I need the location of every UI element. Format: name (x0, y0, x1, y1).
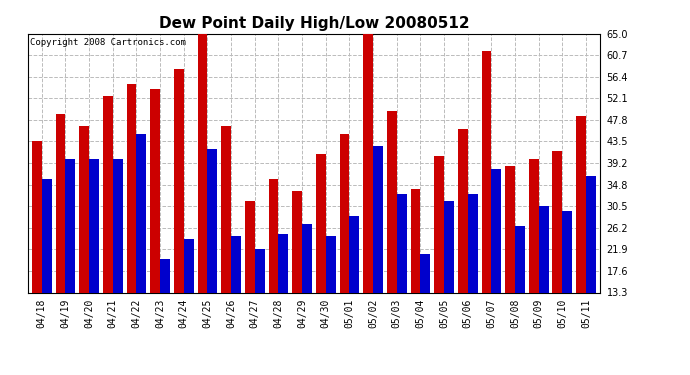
Bar (55, 114, 66, 359)
Bar (387, 111, 397, 359)
Bar (184, 239, 194, 359)
Bar (197, 34, 208, 359)
Bar (112, 159, 123, 359)
Bar (326, 237, 336, 359)
Bar (208, 149, 217, 359)
Bar (255, 249, 265, 359)
Bar (279, 234, 288, 359)
Text: Copyright 2008 Cartronics.com: Copyright 2008 Cartronics.com (30, 38, 186, 46)
Bar (505, 166, 515, 359)
Bar (411, 189, 420, 359)
Bar (515, 226, 525, 359)
Bar (316, 154, 326, 359)
Bar (420, 254, 431, 359)
Bar (434, 156, 444, 359)
Bar (137, 134, 146, 359)
Bar (529, 159, 539, 359)
Bar (79, 126, 89, 359)
Bar (373, 146, 383, 359)
Bar (126, 84, 137, 359)
Bar (302, 224, 312, 359)
Bar (160, 259, 170, 359)
Bar (553, 152, 562, 359)
Bar (444, 201, 454, 359)
Title: Dew Point Daily High/Low 20080512: Dew Point Daily High/Low 20080512 (159, 16, 469, 31)
Bar (562, 211, 573, 359)
Bar (42, 179, 52, 359)
Bar (397, 194, 406, 359)
Bar (292, 191, 302, 359)
Bar (174, 69, 184, 359)
Bar (482, 51, 491, 359)
Bar (221, 126, 231, 359)
Bar (89, 159, 99, 359)
Bar (103, 96, 112, 359)
Bar (349, 216, 359, 359)
Bar (458, 129, 468, 359)
Bar (231, 237, 241, 359)
Bar (468, 194, 477, 359)
Bar (268, 179, 279, 359)
Bar (576, 116, 586, 359)
Bar (339, 134, 349, 359)
Bar (586, 176, 596, 359)
Bar (32, 141, 42, 359)
Bar (66, 159, 75, 359)
Bar (363, 34, 373, 359)
Bar (245, 201, 255, 359)
Bar (539, 206, 549, 359)
Bar (491, 169, 502, 359)
Bar (150, 89, 160, 359)
